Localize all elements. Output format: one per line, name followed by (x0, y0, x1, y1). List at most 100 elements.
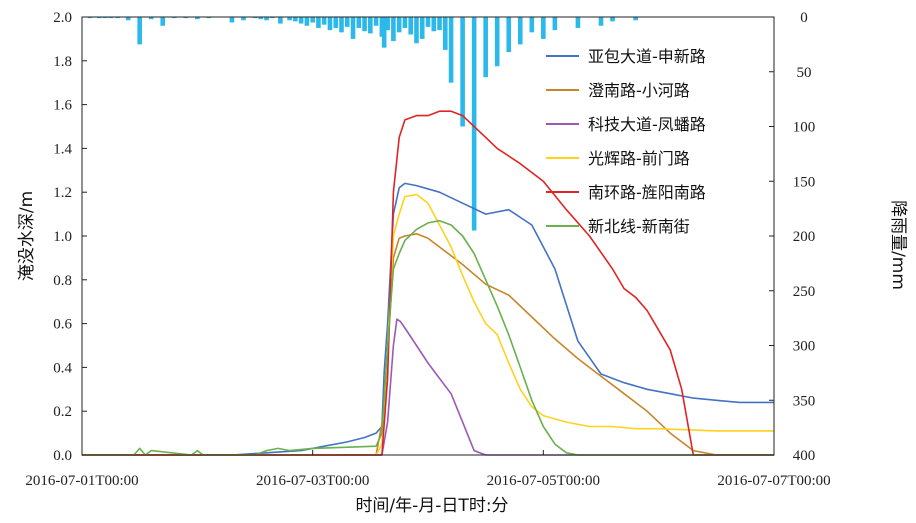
y2-axis-title: 降雨量/mm (888, 200, 908, 290)
y-tick-label: 1.2 (53, 185, 72, 201)
rainfall-bar (506, 17, 512, 53)
rainfall-bar (97, 17, 102, 19)
y-tick-label: 0.2 (53, 404, 72, 420)
rainfall-bar (87, 17, 93, 19)
rainfall-bar (148, 17, 154, 20)
y-tick-label: 0.4 (53, 360, 72, 376)
y2-tick-label: 0 (800, 10, 808, 26)
rainfall-bar (381, 17, 387, 48)
rainfall-bar (517, 17, 523, 45)
y2-tick-label: 250 (793, 284, 816, 300)
rainfall-bar (494, 17, 500, 67)
rainfall-bar (339, 17, 344, 33)
y-axis-title: 淹没水深/m (17, 191, 37, 281)
rainfall-bar (575, 17, 581, 28)
legend-label: 澄南路-小河路 (588, 81, 690, 100)
rainfall-bar (137, 17, 142, 45)
rainfall-bar (310, 17, 315, 23)
rainfall-bar (316, 17, 321, 28)
rainfall-bar (298, 17, 304, 24)
rainfall-bar (115, 17, 121, 19)
y-tick-label: 0.8 (53, 273, 72, 289)
legend-label: 亚包大道-申新路 (588, 47, 706, 66)
x-tick-label: 2016-07-07T00:00 (717, 473, 830, 489)
legend-label: 新北线-新南街 (588, 217, 690, 236)
x-axis-title: 时间/年-月-日T时:分 (355, 496, 508, 516)
rainfall-bar (321, 17, 327, 25)
y2-tick-label: 400 (793, 448, 816, 464)
rainfall-bar (396, 17, 402, 33)
rainfall-bar (368, 17, 373, 34)
rainfall-bar (448, 17, 454, 83)
rainfall-bar (304, 17, 310, 26)
rainfall-bar (264, 17, 269, 21)
rainfall-bar (333, 17, 339, 28)
rainfall-bar (108, 17, 114, 19)
rainfall-bar (362, 17, 367, 32)
rainfall-bar (183, 17, 189, 19)
y-tick-label: 1.6 (53, 98, 72, 114)
y-tick-label: 2.0 (53, 10, 72, 26)
rainfall-bar (408, 17, 413, 35)
legend-label: 光辉路-前门路 (588, 149, 690, 168)
depth-series (82, 110, 774, 456)
rainfall-bar (633, 17, 638, 21)
rainfall-bar (344, 17, 350, 27)
series-line (82, 219, 774, 456)
rainfall-bar (425, 17, 431, 27)
y2-tick-label: 150 (793, 174, 816, 190)
rainfall-bar (206, 17, 212, 19)
legend: 亚包大道-申新路澄南路-小河路科技大道-凤蟠路光辉路-前门路南环路-旌阳南路新北… (546, 47, 706, 236)
rainfall-bar (278, 17, 283, 24)
rainfall-bar (431, 17, 437, 32)
rainfall-bar (125, 17, 131, 21)
rainfall-bar (327, 17, 333, 31)
rainfall-bar (350, 17, 356, 39)
rainfall-bar (402, 17, 408, 28)
series-line (82, 233, 774, 456)
rainfall-bar (171, 17, 177, 19)
y-tick-label: 1.4 (53, 141, 72, 157)
axes (81, 16, 775, 456)
y2-tick-label: 50 (797, 65, 812, 81)
y2-tick-label: 200 (793, 229, 816, 245)
rainfall-bar (252, 17, 258, 19)
rainfall-bars (87, 17, 638, 231)
rainfall-bar (541, 17, 546, 39)
rainfall-bar (379, 17, 385, 37)
rainfall-bar (385, 17, 390, 31)
series-line (82, 182, 774, 456)
x-tick-label: 2016-07-01T00:00 (25, 473, 138, 489)
rainfall-bar (195, 17, 200, 20)
y2-tick-label: 100 (793, 120, 816, 136)
rainfall-bar (229, 17, 235, 23)
series-line (82, 193, 774, 456)
y-tick-label: 1.0 (53, 229, 72, 245)
rainfall-bar (241, 17, 246, 21)
y-tick-label: 1.8 (53, 54, 72, 70)
y2-tick-label: 300 (793, 339, 816, 355)
y2-tick-label: 350 (793, 393, 816, 409)
rainfall-bar (373, 17, 379, 26)
series-line (82, 318, 774, 456)
rainfall-bar (483, 17, 488, 78)
rainfall-bar (610, 17, 615, 22)
tick-labels: 0.0 0.2 0.4 0.6 0.8 1.0 1.2 1.4 1.6 1.8 2.0 0 50 100 1… (25, 10, 830, 489)
rainfall-bar (391, 17, 396, 42)
rainfall-bar (437, 17, 442, 31)
rainfall-bar (529, 17, 535, 33)
rainfall-bar (356, 17, 362, 28)
rainfall-bar (419, 17, 425, 39)
legend-label: 南环路-旌阳南路 (588, 183, 706, 202)
rainfall-bar (270, 17, 275, 19)
rainfall-bar (258, 17, 264, 20)
y-tick-label: 0.0 (53, 448, 72, 464)
x-tick-label: 2016-07-05T00:00 (487, 473, 600, 489)
rainfall-bar (287, 17, 292, 21)
rainfall-bar (598, 17, 604, 26)
rainfall-bar (460, 17, 465, 127)
rainfall-bar (414, 17, 419, 44)
x-tick-label: 2016-07-03T00:00 (256, 473, 369, 489)
rainfall-bar (443, 17, 448, 50)
